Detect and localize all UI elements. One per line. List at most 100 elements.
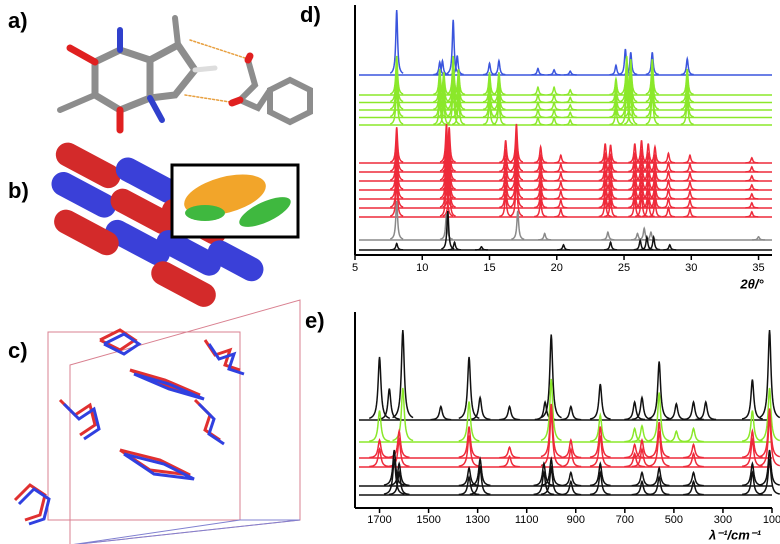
peak [648, 143, 662, 164]
peak [509, 159, 524, 199]
x-tick-label: 1300 [465, 514, 489, 526]
peak [534, 143, 548, 164]
peak [647, 234, 661, 251]
peak [554, 180, 568, 191]
panel-label: b) [8, 178, 29, 203]
peak [648, 474, 670, 496]
panel-label: d) [300, 2, 321, 27]
peak [492, 94, 506, 118]
peak [624, 81, 638, 118]
peak [392, 387, 414, 442]
peak [683, 162, 697, 173]
peak [563, 103, 577, 111]
peak [695, 400, 717, 421]
peak [683, 189, 697, 200]
peak [624, 74, 638, 110]
peak [648, 188, 662, 209]
peak [390, 136, 404, 172]
peak [439, 213, 454, 241]
peak [604, 198, 618, 218]
peak [369, 447, 390, 468]
unit-cell-c [13, 299, 301, 544]
peak [369, 438, 390, 459]
peak [645, 74, 659, 110]
peak [531, 108, 545, 119]
peak [641, 143, 655, 164]
peak [759, 458, 780, 495]
peak [759, 417, 780, 467]
peak [563, 88, 577, 96]
peak [745, 165, 759, 173]
peak [390, 145, 404, 181]
peak [469, 456, 491, 487]
peak [390, 200, 404, 240]
peak [540, 334, 562, 419]
peak [554, 153, 568, 164]
peak [389, 9, 404, 74]
peak [534, 161, 548, 182]
peak [531, 100, 545, 111]
peak [745, 174, 759, 182]
peak [645, 81, 659, 118]
peak [390, 172, 404, 208]
peak [509, 177, 524, 217]
peak [745, 210, 759, 218]
peak [458, 356, 480, 420]
x-tick-label: 300 [714, 514, 732, 526]
peak [624, 399, 646, 421]
peak [620, 70, 634, 110]
peak [609, 105, 623, 126]
peak [547, 68, 561, 76]
peak [661, 196, 675, 209]
peak [534, 188, 548, 209]
peak [554, 198, 568, 209]
x-tick-label: 15 [483, 262, 495, 274]
peak [547, 100, 561, 111]
peak [509, 132, 524, 172]
peak [745, 192, 759, 200]
peak [540, 456, 562, 487]
packing-b [51, 142, 300, 307]
peak [458, 466, 480, 487]
x-tick-label: 10 [416, 262, 428, 274]
peak [609, 75, 623, 96]
peak [648, 421, 670, 458]
peak [560, 470, 582, 487]
x-tick-label: 700 [616, 514, 634, 526]
peak [683, 479, 704, 496]
peak [492, 72, 506, 96]
peak [531, 115, 545, 126]
peak [499, 445, 520, 459]
x-tick-label: 100 [763, 514, 780, 526]
peak [641, 188, 655, 209]
peak [540, 378, 562, 442]
x-tick-label: 5 [352, 262, 358, 274]
peak [759, 408, 780, 458]
peak [633, 238, 647, 251]
peak [388, 470, 410, 496]
peak [390, 181, 404, 217]
peak [683, 400, 704, 421]
peak [482, 102, 497, 126]
peak [509, 123, 524, 163]
peak [634, 185, 649, 209]
peak [547, 85, 561, 96]
peak [531, 85, 545, 96]
peak [492, 79, 506, 103]
peak [589, 426, 611, 458]
peak [390, 55, 404, 95]
panel-label: e) [305, 308, 325, 333]
peak [442, 181, 456, 217]
peak [563, 70, 577, 76]
peak [661, 187, 675, 200]
peak [547, 93, 561, 104]
peak [628, 170, 642, 191]
peak [390, 154, 404, 190]
peak [680, 83, 694, 111]
peak [547, 108, 561, 119]
peak [390, 163, 404, 199]
peak [458, 426, 480, 458]
peak [446, 85, 460, 125]
x-tick-label: 1100 [515, 514, 539, 526]
peak [648, 161, 662, 182]
